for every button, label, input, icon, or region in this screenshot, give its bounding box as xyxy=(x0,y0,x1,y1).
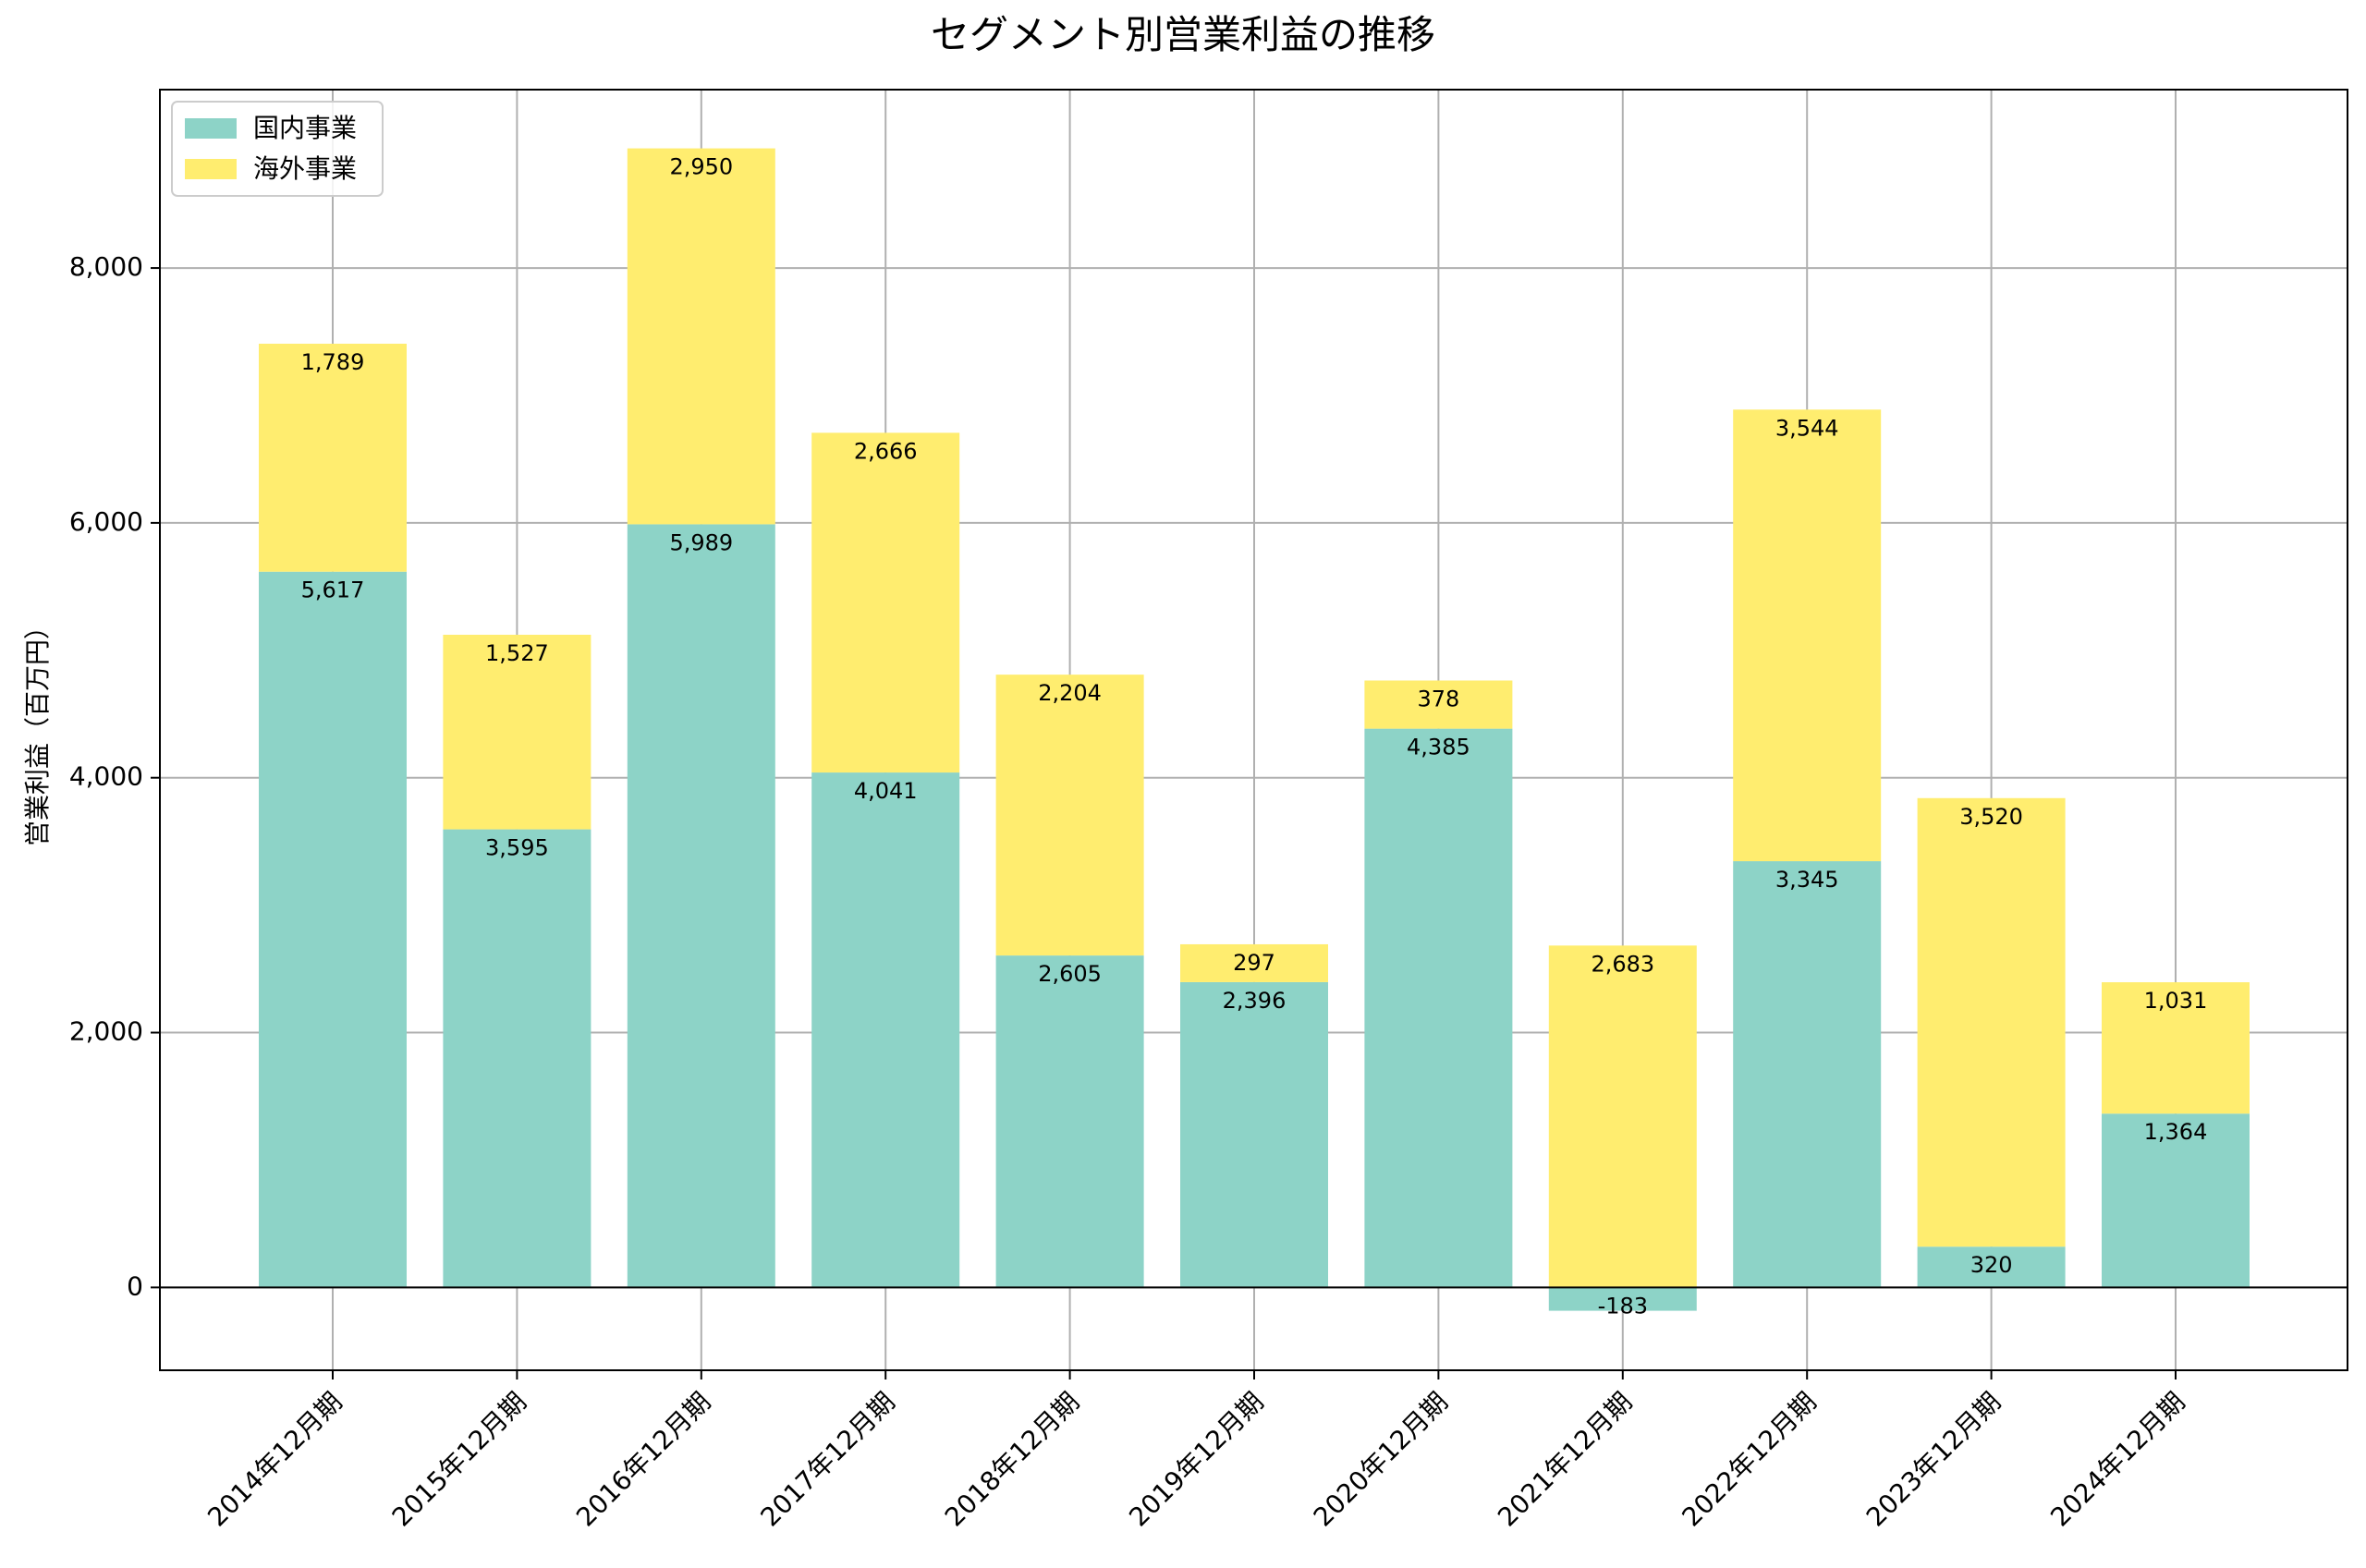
y-tick-label: 8,000 xyxy=(69,251,143,282)
bar-overseas xyxy=(1733,409,1882,862)
bar-label-overseas: 3,544 xyxy=(1775,415,1839,441)
bar-label-overseas: 1,031 xyxy=(2144,988,2208,1014)
bar-labels-layer: 5,617 1,789 3,595 1,527 5,989 2,950 4,041 2,666… xyxy=(301,154,2208,1319)
bar-label-domestic: 4,041 xyxy=(854,778,918,804)
bar-overseas xyxy=(259,343,407,572)
legend-swatch xyxy=(185,118,237,139)
y-tick-label: 2,000 xyxy=(69,1016,143,1047)
x-tick-label: 2017年12月期 xyxy=(754,1386,900,1532)
bar-overseas xyxy=(995,675,1144,956)
bar-label-domestic: 1,364 xyxy=(2144,1119,2208,1145)
x-tick-label: 2015年12月期 xyxy=(386,1386,532,1532)
x-tick-label: 2023年12月期 xyxy=(1860,1386,2006,1532)
bar-label-domestic: 5,989 xyxy=(669,529,733,555)
bar-overseas xyxy=(2102,982,2250,1114)
bar-domestic xyxy=(1180,981,1328,1288)
bar-overseas xyxy=(1917,797,2066,1247)
bar-label-domestic: 320 xyxy=(1970,1252,2013,1278)
x-tick-label: 2014年12月期 xyxy=(201,1386,348,1532)
chart-title: セグメント別営業利益の推移 xyxy=(931,12,1435,57)
bar-overseas xyxy=(627,148,775,525)
bar-label-domestic: 5,617 xyxy=(301,577,365,603)
y-tick-label: 4,000 xyxy=(69,761,143,792)
bar-label-overseas: 1,527 xyxy=(485,640,549,666)
bar-domestic xyxy=(443,829,592,1288)
bar-overseas xyxy=(811,432,960,773)
bar-domestic xyxy=(811,772,960,1288)
bar-label-overseas: 2,204 xyxy=(1038,680,1102,706)
bar-label-domestic: 4,385 xyxy=(1407,735,1470,760)
x-tick-label: 2022年12月期 xyxy=(1676,1386,1822,1532)
bars-layer xyxy=(259,148,2250,1311)
bar-label-domestic: 2,396 xyxy=(1223,988,1287,1014)
bar-domestic xyxy=(1733,861,1882,1288)
bar-domestic xyxy=(1917,1246,2066,1288)
bar-label-domestic: -183 xyxy=(1598,1293,1648,1319)
bar-domestic xyxy=(995,955,1144,1288)
bar-domestic xyxy=(627,524,775,1288)
bar-overseas xyxy=(1180,943,1328,982)
bar-label-overseas: 2,950 xyxy=(669,154,733,180)
bar-domestic xyxy=(259,571,407,1288)
y-tick-label: 6,000 xyxy=(69,506,143,537)
legend-label: 海外事業 xyxy=(253,153,357,184)
x-tick-label: 2018年12月期 xyxy=(939,1386,1085,1532)
x-tick-label: 2024年12月期 xyxy=(2044,1386,2190,1532)
bar-domestic xyxy=(1364,728,1513,1288)
legend-label: 国内事業 xyxy=(253,113,357,143)
y-tick-label: 0 xyxy=(127,1270,143,1301)
y-axis-label: 営業利益（百万円） xyxy=(22,614,53,846)
bar-label-overseas: 2,683 xyxy=(1591,951,1654,977)
legend-swatch xyxy=(185,159,237,179)
bar-label-overseas: 297 xyxy=(1233,950,1275,976)
bar-label-overseas: 378 xyxy=(1417,686,1459,711)
bar-domestic xyxy=(2102,1113,2250,1288)
bar-overseas xyxy=(1548,945,1697,1288)
bar-label-overseas: 2,666 xyxy=(854,438,918,464)
bar-overseas xyxy=(1364,680,1513,729)
x-tick-label: 2020年12月期 xyxy=(1308,1386,1454,1532)
bar-overseas xyxy=(443,634,592,830)
bar-label-overseas: 1,789 xyxy=(301,349,365,375)
x-tick-label: 2021年12月期 xyxy=(1492,1386,1638,1532)
x-tick-label: 2019年12月期 xyxy=(1123,1386,1269,1532)
bar-label-overseas: 3,520 xyxy=(1959,804,2023,830)
bar-label-domestic: 3,595 xyxy=(485,835,549,861)
bar-label-domestic: 3,345 xyxy=(1775,867,1839,893)
bar-domestic xyxy=(1548,1287,1697,1311)
bar-label-domestic: 2,605 xyxy=(1038,961,1102,987)
x-tick-label: 2016年12月期 xyxy=(570,1386,716,1532)
